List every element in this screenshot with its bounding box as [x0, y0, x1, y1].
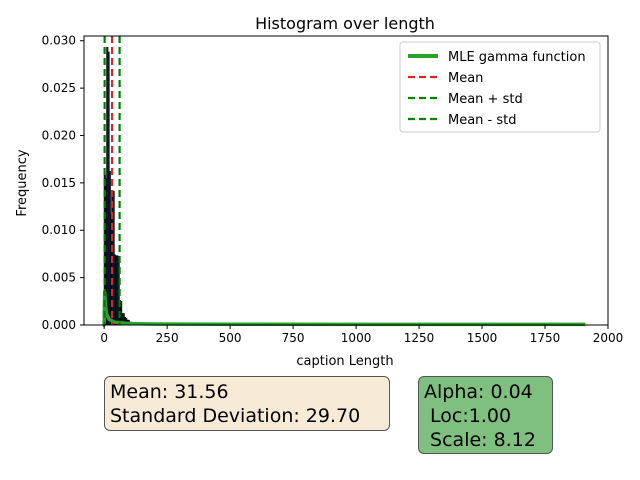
y-axis-label: Frequency: [15, 149, 30, 216]
y-tick-label: 0.015: [42, 176, 76, 190]
mean-text: Mean: 31.56: [110, 381, 229, 403]
x-tick-label: 250: [156, 331, 179, 345]
axis-ticks: 0 250 500 750 1000 1250 1500 1750 2000 0.000 0.005…: [42, 34, 624, 345]
x-tick-label: 0: [100, 331, 108, 345]
x-tick-label: 2000: [593, 331, 624, 345]
alpha-text: Alpha: 0.04: [424, 381, 533, 403]
loc-text: Loc:1.00: [424, 405, 512, 427]
y-tick-label: 0.025: [42, 81, 76, 95]
plot-frame: [83, 35, 609, 326]
legend-label: Mean: [448, 71, 483, 86]
y-tick-label: 0.030: [42, 34, 76, 48]
y-tick-label: 0.005: [42, 271, 76, 285]
scale-text: Scale: 8.12: [424, 429, 536, 451]
legend: MLE gamma function Mean Mean + std Mean - s…: [399, 41, 601, 133]
std-text: Standard Deviation: 29.70: [110, 405, 361, 427]
legend-label: Mean - std: [448, 113, 517, 128]
x-axis-label: caption Length: [296, 354, 393, 369]
gamma-params-box: Alpha: 0.04 Loc:1.00 Scale: 8.12: [418, 376, 553, 454]
y-tick-label: 0.010: [42, 223, 76, 237]
series-lines: [102, 36, 586, 327]
chart-title: Histogram over length: [255, 14, 435, 33]
y-tick-label: 0.000: [42, 318, 76, 332]
histogram-bars: [103, 46, 145, 326]
x-tick-label: 1250: [404, 331, 435, 345]
x-tick-label: 1500: [467, 331, 498, 345]
legend-box: [399, 41, 601, 133]
legend-label: MLE gamma function: [448, 50, 586, 65]
x-tick-label: 1750: [530, 331, 561, 345]
x-tick-label: 500: [219, 331, 242, 345]
x-tick-label: 750: [282, 331, 305, 345]
legend-label: Mean + std: [448, 92, 523, 107]
x-tick-label: 1000: [341, 331, 372, 345]
stats-annotation-box: Mean: 31.56 Standard Deviation: 29.70: [104, 376, 390, 431]
y-tick-label: 0.020: [42, 128, 76, 142]
axes: [83, 35, 609, 326]
gamma-curve-line: [102, 290, 586, 327]
histogram-chart: Histogram over length caption Length Fre…: [15, 14, 624, 369]
